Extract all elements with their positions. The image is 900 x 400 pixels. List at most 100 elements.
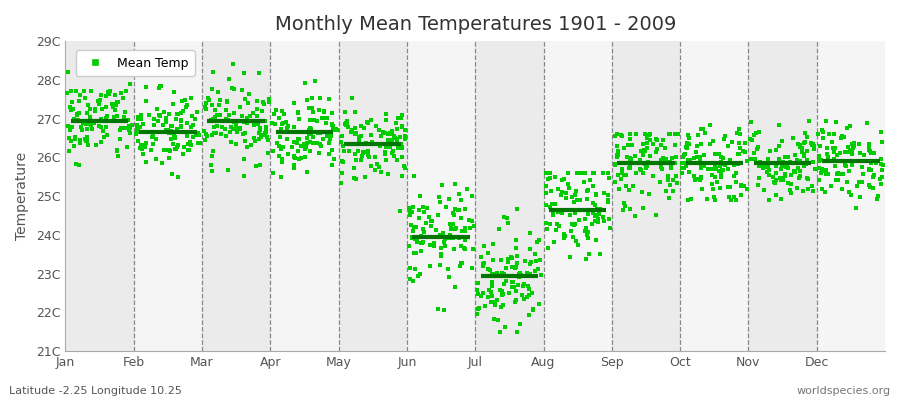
Point bbox=[691, 132, 706, 138]
Point bbox=[302, 148, 317, 154]
Point bbox=[158, 114, 173, 121]
Point bbox=[276, 144, 291, 150]
Point bbox=[836, 134, 850, 140]
Point bbox=[680, 156, 695, 163]
Point bbox=[663, 131, 678, 137]
Point bbox=[76, 120, 90, 127]
Point bbox=[139, 144, 153, 151]
Point bbox=[544, 206, 559, 213]
Point bbox=[247, 122, 261, 128]
Point bbox=[130, 124, 144, 130]
Point bbox=[802, 118, 816, 124]
Point bbox=[230, 126, 245, 133]
Point bbox=[798, 139, 813, 146]
Point bbox=[152, 82, 166, 89]
Point bbox=[176, 144, 191, 150]
Point bbox=[842, 149, 856, 155]
Point bbox=[780, 165, 795, 172]
Point bbox=[688, 177, 702, 184]
Point bbox=[85, 122, 99, 128]
Point bbox=[71, 162, 86, 168]
Point bbox=[708, 151, 723, 157]
Point bbox=[710, 179, 724, 185]
Point bbox=[476, 262, 491, 269]
Point bbox=[104, 101, 119, 108]
Point bbox=[378, 151, 392, 157]
Point bbox=[229, 140, 243, 147]
Point bbox=[153, 112, 167, 119]
Point bbox=[678, 150, 692, 157]
Point bbox=[670, 180, 684, 186]
Point bbox=[772, 156, 787, 163]
Point bbox=[367, 167, 382, 173]
Point bbox=[585, 220, 599, 227]
Point bbox=[71, 117, 86, 124]
Point bbox=[633, 157, 647, 164]
Point bbox=[840, 124, 854, 131]
Point bbox=[411, 207, 426, 214]
Point bbox=[658, 145, 672, 151]
Point bbox=[424, 223, 438, 229]
Point bbox=[874, 180, 888, 187]
Point bbox=[425, 217, 439, 224]
Point bbox=[820, 145, 834, 151]
Point bbox=[609, 154, 624, 160]
Point bbox=[694, 165, 708, 171]
Point bbox=[324, 132, 338, 139]
Point bbox=[603, 225, 617, 231]
Point bbox=[144, 147, 158, 153]
Point bbox=[579, 256, 593, 262]
Point bbox=[713, 184, 727, 191]
Point bbox=[653, 157, 668, 163]
Point bbox=[723, 184, 737, 190]
Point bbox=[68, 160, 83, 167]
Point bbox=[862, 141, 877, 147]
Point bbox=[581, 211, 596, 217]
Point bbox=[642, 132, 656, 139]
Point bbox=[238, 96, 252, 102]
Point bbox=[731, 151, 745, 157]
Point bbox=[320, 115, 335, 122]
Point bbox=[591, 216, 606, 222]
Point bbox=[445, 226, 459, 232]
Point bbox=[508, 265, 522, 271]
Point bbox=[601, 192, 616, 198]
Point bbox=[587, 170, 601, 176]
Point bbox=[565, 221, 580, 228]
Point bbox=[394, 123, 409, 130]
Point bbox=[752, 159, 767, 165]
Point bbox=[600, 170, 615, 176]
Point bbox=[96, 134, 111, 140]
Point bbox=[421, 214, 436, 220]
Point bbox=[130, 125, 145, 132]
Point bbox=[228, 86, 242, 92]
Point bbox=[758, 160, 772, 166]
Point bbox=[576, 170, 590, 176]
Point bbox=[735, 148, 750, 154]
Point bbox=[214, 124, 229, 130]
Point bbox=[814, 156, 829, 163]
Point bbox=[610, 131, 625, 137]
Point bbox=[204, 162, 219, 168]
Point bbox=[543, 204, 557, 211]
Point bbox=[160, 128, 175, 135]
Point bbox=[566, 222, 580, 228]
Point bbox=[466, 246, 481, 252]
Point bbox=[395, 124, 410, 130]
Point bbox=[447, 212, 462, 218]
Point bbox=[274, 146, 289, 152]
Point bbox=[148, 155, 163, 162]
Point bbox=[618, 202, 633, 209]
Point bbox=[718, 133, 733, 140]
Point bbox=[192, 132, 206, 138]
Point bbox=[505, 284, 519, 290]
Point bbox=[841, 144, 855, 150]
Point bbox=[864, 167, 878, 174]
Point bbox=[582, 251, 597, 257]
Point bbox=[365, 139, 380, 146]
Point bbox=[378, 144, 392, 150]
Point bbox=[861, 146, 876, 153]
Point bbox=[447, 284, 462, 290]
Point bbox=[572, 170, 587, 176]
Point bbox=[522, 261, 536, 268]
